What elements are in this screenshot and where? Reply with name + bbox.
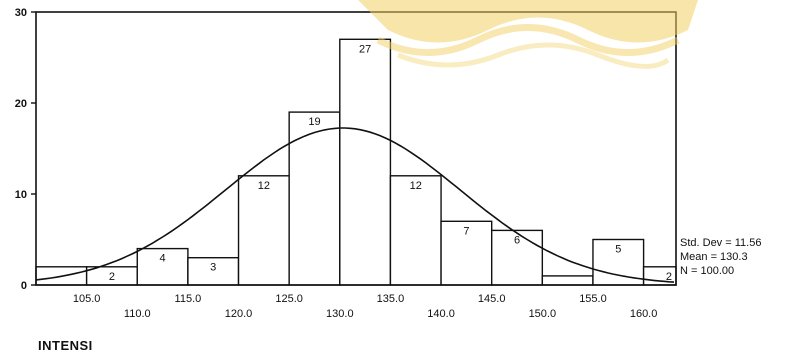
bar-value-label: 2	[109, 271, 115, 283]
bar-value-label: 6	[514, 234, 520, 246]
normal-curve	[35, 127, 675, 283]
bar-value-label: 19	[308, 116, 320, 128]
bar-value-label: 5	[615, 244, 621, 256]
bar-value-label: 12	[258, 180, 270, 192]
x-tick-label: 150.0	[529, 308, 557, 320]
y-tick-label: 30	[15, 7, 27, 19]
x-tick-label: 120.0	[225, 308, 253, 320]
histogram-bar	[541, 275, 594, 286]
bar-value-label: 7	[463, 225, 469, 237]
histogram-bar	[339, 38, 392, 286]
bar-value-label: 4	[160, 253, 166, 265]
x-tick-label: 110.0	[124, 308, 151, 320]
bar-value-label: 12	[410, 180, 422, 192]
x-tick-label: 115.0	[175, 293, 202, 305]
x-tick-label: 105.0	[73, 293, 101, 305]
x-tick-label: 135.0	[377, 293, 405, 305]
histogram-bar	[389, 175, 442, 286]
x-tick-label: 160.0	[630, 308, 658, 320]
histogram-bar	[288, 111, 341, 286]
x-tick-label: 130.0	[326, 308, 354, 320]
y-tick-label: 0	[21, 280, 27, 292]
x-tick-label: 145.0	[478, 293, 506, 305]
std-dev-label: Std. Dev = 11.56	[680, 237, 762, 249]
bar-value-label: 27	[359, 43, 371, 55]
x-tick-label: 125.0	[275, 293, 303, 305]
y-tick-label: 20	[15, 98, 27, 110]
histogram-bar	[237, 175, 290, 286]
plot-frame	[35, 11, 677, 286]
x-tick-label: 140.0	[427, 308, 455, 320]
summary-stats: Std. Dev = 11.56 Mean = 130.3 N = 100.00	[680, 236, 761, 278]
x-axis-title: INTENSI	[38, 338, 93, 353]
bar-value-label: 2	[666, 271, 672, 283]
mean-label: Mean = 130.3	[680, 251, 748, 263]
n-label: N = 100.00	[680, 265, 735, 277]
x-tick-label: 155.0	[579, 293, 607, 305]
bar-value-label: 3	[210, 262, 216, 274]
y-tick-label: 10	[15, 189, 27, 201]
